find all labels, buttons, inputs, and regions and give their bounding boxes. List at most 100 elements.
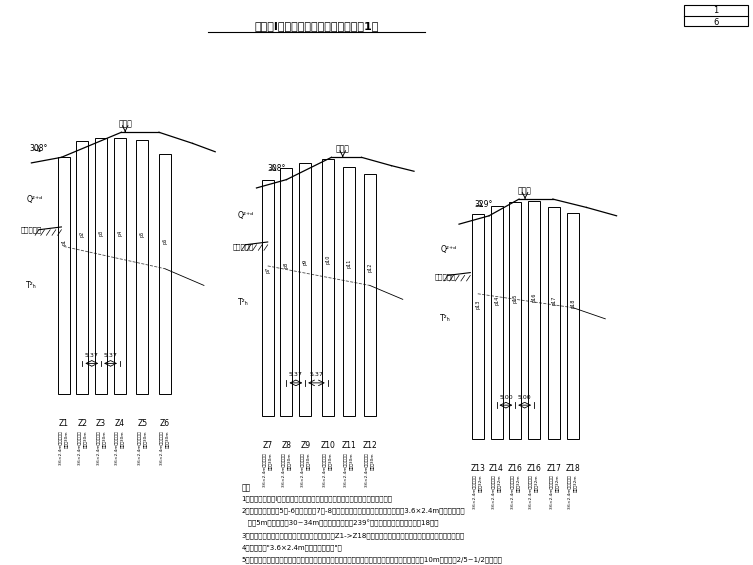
Text: Q²⁺ᵈ: Q²⁺ᵈ (441, 245, 456, 254)
Text: Z14: Z14 (489, 464, 504, 473)
Text: 4、锁筒查见"3.6×2.4m桩形锁筒坡计图"。: 4、锁筒查见"3.6×2.4m桩形锁筒坡计图"。 (242, 545, 342, 551)
Text: Z13: Z13 (471, 464, 485, 473)
Bar (343, 167, 355, 416)
Text: 注：: 注： (242, 483, 251, 492)
Text: p3: p3 (99, 229, 104, 236)
Text: Q²⁺ᵈ: Q²⁺ᵈ (238, 211, 254, 220)
Text: p4: p4 (117, 229, 123, 236)
Text: 道路线: 道路线 (336, 145, 349, 154)
FancyBboxPatch shape (684, 5, 748, 27)
Text: 5.37: 5.37 (309, 372, 324, 377)
Text: 桩深：32m: 桩深：32m (554, 475, 559, 492)
Text: 素土上防线: 素土上防线 (233, 243, 254, 250)
Bar (322, 159, 334, 416)
Text: 5.00: 5.00 (499, 394, 513, 399)
Bar (364, 175, 376, 416)
Text: 桩深：30m: 桩深：30m (306, 453, 309, 470)
Text: Z16: Z16 (526, 464, 541, 473)
Text: 桩深：32m: 桩深：32m (535, 475, 538, 492)
Text: Z11: Z11 (341, 441, 356, 450)
Text: 3.6×2.4m桩锚连接筒: 3.6×2.4m桩锚连接筒 (529, 475, 532, 510)
Text: 2、桩锚间大斜左距5号-6号墩，右端7号-8号墩间方锁连系梁连接如图。锁筒断面3.6×2.4m桩形连接筒，: 2、桩锚间大斜左距5号-6号墩，右端7号-8号墩间方锁连系梁连接如图。锁筒断面3… (242, 507, 465, 514)
Bar (136, 140, 148, 394)
Text: 桩深：32m: 桩深：32m (516, 475, 520, 492)
Text: 5.37: 5.37 (289, 372, 303, 377)
Text: 桩深：30m: 桩深：30m (64, 430, 68, 447)
Text: 5.00: 5.00 (518, 394, 532, 399)
Text: p8: p8 (284, 262, 289, 268)
Text: 桩深：30m: 桩深：30m (83, 430, 87, 447)
Text: p1: p1 (61, 239, 66, 245)
Text: Z17: Z17 (547, 464, 562, 473)
Text: 3.6×2.4m桩锚连接筒: 3.6×2.4m桩锚连接筒 (300, 453, 303, 487)
Text: 变形体Ⅰ区坡体加固处治方案立面图（1）: 变形体Ⅰ区坡体加固处治方案立面图（1） (255, 21, 379, 32)
Text: Z9: Z9 (300, 441, 310, 450)
Bar (76, 141, 88, 394)
Text: p15: p15 (513, 294, 518, 303)
Text: 桩深：30m: 桩深：30m (102, 430, 105, 447)
Text: Z3: Z3 (96, 419, 106, 428)
Text: Z16: Z16 (508, 464, 523, 473)
Text: 桩深：32m: 桩深：32m (478, 475, 482, 492)
Text: 3.6×2.4m桩锚连接筒: 3.6×2.4m桩锚连接筒 (567, 475, 572, 510)
Text: Z10: Z10 (320, 441, 335, 450)
Bar (58, 157, 70, 394)
Text: 308°: 308° (268, 164, 286, 173)
Text: 3.6×2.4m桩锚连接筒: 3.6×2.4m桩锚连接筒 (322, 453, 326, 487)
Text: 桩深：30m: 桩深：30m (120, 430, 124, 447)
Bar (262, 180, 274, 416)
Text: p13: p13 (475, 299, 480, 308)
Text: 1: 1 (713, 6, 718, 15)
Text: 3.6×2.4m桩锚连接筒: 3.6×2.4m桩锚连接筒 (159, 430, 163, 465)
Bar (490, 206, 502, 438)
Text: Z12: Z12 (362, 441, 377, 450)
Text: Q²⁺ᵈ: Q²⁺ᵈ (26, 194, 42, 203)
Bar (95, 138, 107, 394)
Text: 3.6×2.4m桩锚连接筒: 3.6×2.4m桩锚连接筒 (77, 430, 81, 465)
Text: 6: 6 (713, 18, 718, 27)
Text: 素土上防线: 素土上防线 (20, 227, 41, 233)
Text: 桩深：30m: 桩深：30m (328, 453, 332, 470)
Text: Z4: Z4 (115, 419, 125, 428)
Text: p17: p17 (552, 296, 556, 305)
Text: 329°: 329° (474, 200, 492, 209)
Text: Z2: Z2 (78, 419, 87, 428)
Text: 1、本图为变形体Ⅰ区该桥桥大修中坡体加固处治方案立面图，本图尺寸设米计。: 1、本图为变形体Ⅰ区该桥桥大修中坡体加固处治方案立面图，本图尺寸设米计。 (242, 496, 392, 502)
Text: p5: p5 (140, 231, 145, 237)
Bar (509, 202, 521, 438)
Text: 3.6×2.4m桩锚连接筒: 3.6×2.4m桩锚连接筒 (262, 453, 266, 487)
Text: 道路线: 道路线 (518, 186, 532, 195)
Bar (528, 201, 540, 438)
Text: 桩深：32m: 桩深：32m (573, 475, 578, 492)
Text: 5.37: 5.37 (85, 353, 99, 358)
Bar (159, 154, 171, 394)
Text: p14: p14 (494, 295, 499, 305)
Text: 桩深：30m: 桩深：30m (142, 430, 147, 447)
Text: Z18: Z18 (566, 464, 581, 473)
Text: Z5: Z5 (137, 419, 148, 428)
Text: p11: p11 (346, 259, 351, 268)
Bar (280, 168, 292, 416)
Bar (548, 207, 560, 438)
Text: 3.6×2.4m桩锚连接筒: 3.6×2.4m桩锚连接筒 (491, 475, 495, 510)
Text: p18: p18 (571, 299, 575, 308)
Text: T²ₕ: T²ₕ (441, 314, 451, 323)
Text: T²ₕ: T²ₕ (26, 281, 37, 290)
Text: 3.6×2.4m桩锚连接筒: 3.6×2.4m桩锚连接筒 (510, 475, 514, 510)
Text: 3.6×2.4m桩锚连接筒: 3.6×2.4m桩锚连接筒 (364, 453, 368, 487)
Text: p10: p10 (325, 255, 331, 264)
Text: 3.6×2.4m桩锚连接筒: 3.6×2.4m桩锚连接筒 (96, 430, 99, 465)
Text: 底深5m，设计最长30~34m，抗锚锚主体方向239°，与垂锚方向一置，共布置18根。: 底深5m，设计最长30~34m，抗锚锚主体方向239°，与垂锚方向一置，共布置1… (242, 520, 439, 527)
Text: 素土上防线: 素土上防线 (435, 274, 456, 280)
Text: 3.6×2.4m桩锚连接筒: 3.6×2.4m桩锚连接筒 (343, 453, 347, 487)
Text: p9: p9 (303, 259, 308, 265)
Text: 5.37: 5.37 (104, 353, 117, 358)
Text: 桩深：30m: 桩深：30m (349, 453, 353, 470)
Text: 3.6×2.4m桩锚连接筒: 3.6×2.4m桩锚连接筒 (137, 430, 141, 465)
Text: Z1: Z1 (59, 419, 69, 428)
Text: 桩深：30m: 桩深：30m (165, 430, 169, 447)
Text: 3.6×2.4m桩锚连接筒: 3.6×2.4m桩锚连接筒 (472, 475, 476, 510)
Bar (114, 138, 126, 394)
Text: T²ₕ: T²ₕ (238, 298, 248, 307)
Text: 3.6×2.4m桩锚连接筒: 3.6×2.4m桩锚连接筒 (58, 430, 62, 465)
